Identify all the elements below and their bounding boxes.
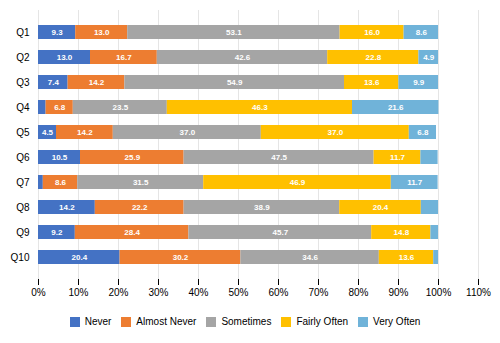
html-text:Almost Never: Almost Never xyxy=(136,316,197,327)
svg-text:31.5: 31.5 xyxy=(133,178,149,187)
svg-text:0%: 0% xyxy=(31,287,46,298)
svg-text:Q3: Q3 xyxy=(16,77,30,88)
svg-text:23.5: 23.5 xyxy=(113,103,129,112)
svg-text:20.4: 20.4 xyxy=(72,253,88,262)
svg-text:100%: 100% xyxy=(426,287,452,298)
svg-text:37.0: 37.0 xyxy=(328,128,344,137)
svg-text:13.6: 13.6 xyxy=(364,78,380,87)
svg-text:10%: 10% xyxy=(68,287,88,298)
svg-text:14.8: 14.8 xyxy=(394,228,410,237)
svg-text:Q5: Q5 xyxy=(16,127,30,138)
svg-text:4.5: 4.5 xyxy=(42,128,54,137)
svg-text:22.8: 22.8 xyxy=(366,53,382,62)
svg-text:9.9: 9.9 xyxy=(413,78,425,87)
svg-text:20%: 20% xyxy=(108,287,128,298)
svg-text:110%: 110% xyxy=(466,287,491,298)
svg-text:90%: 90% xyxy=(388,287,408,298)
svg-text:16.0: 16.0 xyxy=(364,28,380,37)
svg-text:14.2: 14.2 xyxy=(77,128,93,137)
svg-text:22.2: 22.2 xyxy=(132,203,148,212)
html-text:Never: Never xyxy=(84,316,112,327)
svg-text:Q1: Q1 xyxy=(16,27,30,38)
svg-text:Q8: Q8 xyxy=(16,202,30,213)
svg-text:47.5: 47.5 xyxy=(271,153,287,162)
svg-text:50%: 50% xyxy=(228,287,248,298)
svg-text:38.9: 38.9 xyxy=(254,203,270,212)
svg-text:14.2: 14.2 xyxy=(59,203,75,212)
svg-text:37.0: 37.0 xyxy=(180,128,196,137)
svg-text:45.7: 45.7 xyxy=(273,228,289,237)
svg-text:9.2: 9.2 xyxy=(51,228,63,237)
svg-text:Q9: Q9 xyxy=(16,227,30,238)
svg-text:46.3: 46.3 xyxy=(252,103,268,112)
svg-text:13.0: 13.0 xyxy=(57,53,73,62)
svg-text:42.6: 42.6 xyxy=(235,53,251,62)
svg-text:8.6: 8.6 xyxy=(55,178,67,187)
svg-text:Q6: Q6 xyxy=(16,152,30,163)
svg-text:4.9: 4.9 xyxy=(423,53,435,62)
html-text:Very Often: Very Often xyxy=(373,316,421,327)
html-text:Fairly Often: Fairly Often xyxy=(296,316,349,327)
svg-text:Q2: Q2 xyxy=(16,52,30,63)
svg-text:54.9: 54.9 xyxy=(227,78,243,87)
svg-text:11.7: 11.7 xyxy=(390,153,406,162)
svg-text:46.9: 46.9 xyxy=(290,178,306,187)
svg-text:30%: 30% xyxy=(148,287,168,298)
svg-text:Q7: Q7 xyxy=(16,177,30,188)
svg-text:70%: 70% xyxy=(308,287,328,298)
svg-text:40%: 40% xyxy=(188,287,208,298)
svg-text:Q4: Q4 xyxy=(16,102,30,113)
svg-text:21.6: 21.6 xyxy=(388,103,404,112)
svg-text:8.6: 8.6 xyxy=(416,28,428,37)
svg-text:6.8: 6.8 xyxy=(54,103,66,112)
svg-text:Q10: Q10 xyxy=(11,252,30,263)
svg-text:13.6: 13.6 xyxy=(399,253,415,262)
svg-text:13.0: 13.0 xyxy=(94,28,110,37)
svg-text:16.7: 16.7 xyxy=(116,53,132,62)
svg-text:80%: 80% xyxy=(348,287,368,298)
svg-text:14.2: 14.2 xyxy=(89,78,105,87)
html-text:Sometimes: Sometimes xyxy=(221,316,272,327)
svg-text:20.4: 20.4 xyxy=(373,203,389,212)
svg-text:34.6: 34.6 xyxy=(302,253,318,262)
svg-text:6.8: 6.8 xyxy=(417,128,429,137)
svg-text:11.7: 11.7 xyxy=(407,178,423,187)
svg-text:7.4: 7.4 xyxy=(48,78,60,87)
svg-text:9.3: 9.3 xyxy=(52,28,64,37)
svg-text:53.1: 53.1 xyxy=(226,28,242,37)
svg-text:10.5: 10.5 xyxy=(52,153,68,162)
svg-text:30.2: 30.2 xyxy=(173,253,189,262)
svg-text:25.9: 25.9 xyxy=(125,153,141,162)
svg-text:60%: 60% xyxy=(268,287,288,298)
svg-text:28.4: 28.4 xyxy=(124,228,140,237)
